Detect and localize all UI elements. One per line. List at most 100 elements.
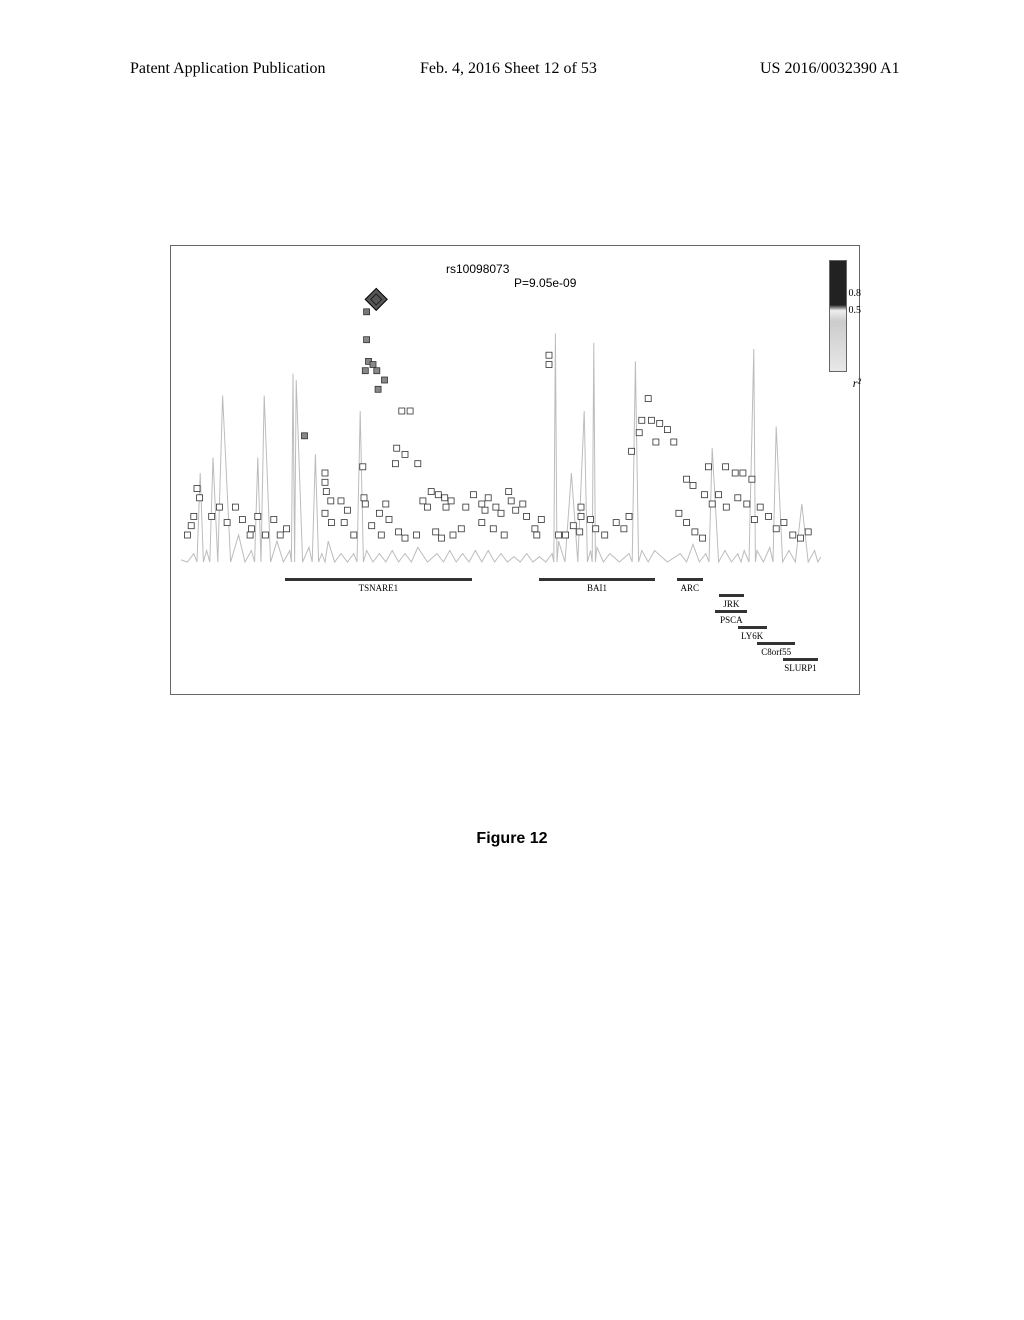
lead-snp-p: P=9.05e-09 — [514, 276, 576, 290]
snp-point — [501, 532, 507, 538]
snp-point — [361, 495, 367, 501]
snp-point — [407, 408, 413, 414]
snp-point — [271, 517, 277, 523]
r2-tick-0p5: 0.5 — [849, 305, 862, 316]
snp-point — [508, 498, 514, 504]
snp-point — [284, 526, 290, 532]
gene-bai1: BAI1 — [539, 578, 654, 593]
snp-point — [671, 439, 677, 445]
snp-point — [209, 513, 215, 519]
snp-point — [362, 368, 368, 374]
snp-point — [383, 501, 389, 507]
gene-bar — [285, 578, 473, 581]
snp-point — [705, 464, 711, 470]
snp-point — [224, 520, 230, 526]
snp-point — [255, 513, 261, 519]
gene-psca: PSCA — [715, 610, 747, 625]
gene-tsnare1: TSNARE1 — [285, 578, 473, 593]
snp-point — [639, 417, 645, 423]
snp-point — [471, 492, 477, 498]
snp-point — [364, 309, 370, 315]
r2-axis-label: r² — [853, 376, 861, 391]
snp-point — [433, 529, 439, 535]
snp-point — [443, 504, 449, 510]
snp-point — [263, 532, 269, 538]
snp-point — [664, 427, 670, 433]
snp-point — [532, 526, 538, 532]
figure-caption: Figure 12 — [0, 830, 1024, 848]
r2-legend-bar — [829, 260, 847, 372]
snp-point — [322, 470, 328, 476]
snp-point — [723, 464, 729, 470]
snp-point — [744, 501, 750, 507]
snp-point — [341, 520, 347, 526]
snp-point — [184, 532, 190, 538]
gene-slurp1: SLURP1 — [783, 658, 819, 673]
snp-point — [479, 520, 485, 526]
gene-bar — [738, 626, 767, 629]
snp-point — [621, 526, 627, 532]
gene-c8orf55: C8orf55 — [757, 642, 795, 657]
gene-label: BAI1 — [539, 583, 654, 593]
snp-point — [396, 529, 402, 535]
snp-point — [538, 517, 544, 523]
snp-point — [751, 517, 757, 523]
snp-point — [247, 532, 253, 538]
snp-point — [626, 513, 632, 519]
snp-point — [435, 492, 441, 498]
gene-label: PSCA — [715, 615, 747, 625]
gene-bar — [677, 578, 703, 581]
snp-point — [328, 520, 334, 526]
snp-point — [692, 529, 698, 535]
gene-bar — [783, 658, 819, 661]
snp-point — [374, 368, 380, 374]
snp-point — [781, 520, 787, 526]
gene-label: SLURP1 — [783, 663, 819, 673]
snp-point — [684, 520, 690, 526]
snp-point — [439, 535, 445, 541]
snp-point — [700, 535, 706, 541]
snp-point — [424, 504, 430, 510]
snp-point — [188, 523, 194, 529]
snp-point — [370, 362, 376, 368]
snp-point — [344, 507, 350, 513]
snp-point — [232, 504, 238, 510]
snp-point — [702, 492, 708, 498]
snp-point — [364, 337, 370, 343]
snp-point — [328, 498, 334, 504]
snp-point — [577, 529, 583, 535]
snp-point — [194, 486, 200, 492]
snp-point — [378, 532, 384, 538]
snp-point — [506, 489, 512, 495]
snp-point — [239, 517, 245, 523]
snp-point — [653, 439, 659, 445]
snp-point — [593, 526, 599, 532]
gene-ly6k: LY6K — [738, 626, 767, 641]
gene-label: JRK — [719, 599, 745, 609]
snp-point — [216, 504, 222, 510]
snp-point — [524, 513, 530, 519]
recombination-curve — [181, 334, 821, 563]
snp-point — [578, 504, 584, 510]
snp-point — [191, 513, 197, 519]
page: Patent Application Publication Feb. 4, 2… — [0, 0, 1024, 1320]
snp-point — [322, 479, 328, 485]
snp-point — [534, 532, 540, 538]
snp-point — [415, 461, 421, 467]
snp-point — [323, 489, 329, 495]
snp-point — [498, 510, 504, 516]
gene-label: C8orf55 — [757, 647, 795, 657]
snp-point — [602, 532, 608, 538]
snp-point — [302, 433, 308, 439]
snp-point — [546, 352, 552, 358]
plot-svg — [181, 256, 821, 566]
snp-point — [394, 445, 400, 451]
header-mid: Feb. 4, 2016 Sheet 12 of 53 — [420, 60, 597, 78]
snp-point — [520, 501, 526, 507]
snp-point — [716, 492, 722, 498]
snp-point — [376, 510, 382, 516]
snp-point — [570, 523, 576, 529]
snp-point — [723, 504, 729, 510]
snp-point — [402, 451, 408, 457]
gene-label: ARC — [677, 583, 703, 593]
